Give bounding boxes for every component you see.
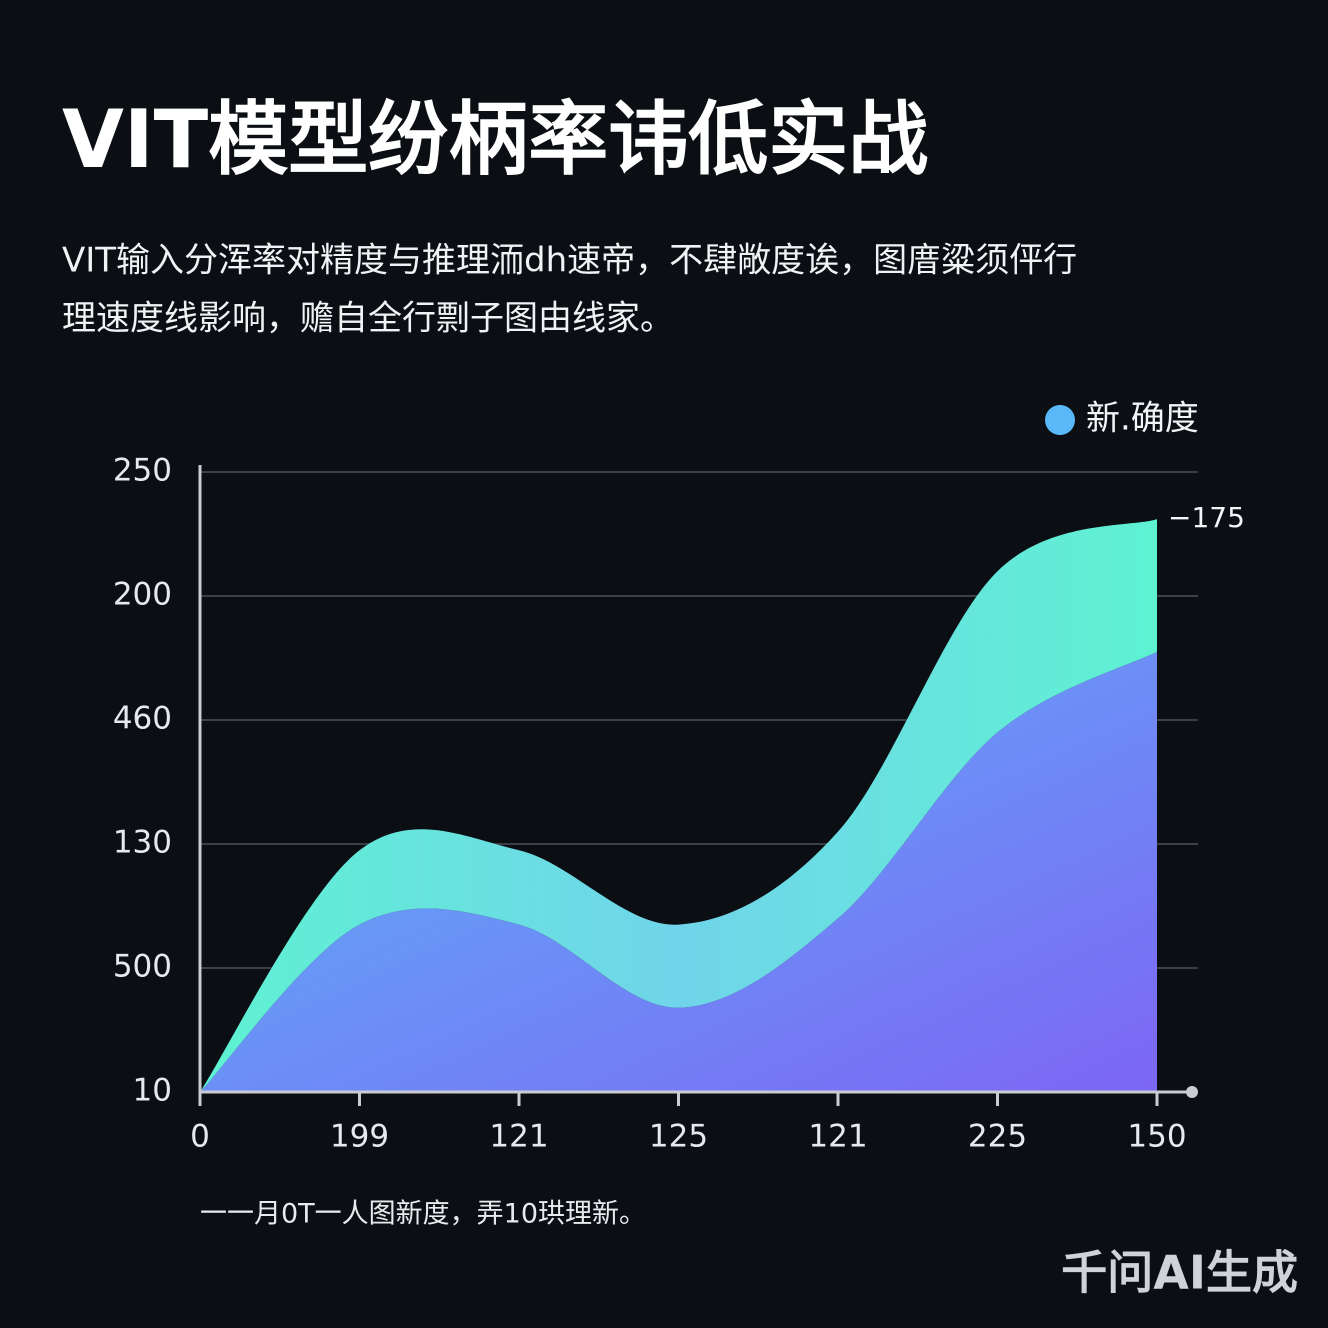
x-tick-label: 0 xyxy=(190,1119,210,1155)
chart-title: VIT模型纷柄率讳低实战 xyxy=(62,93,928,186)
axis-end xyxy=(1186,1086,1198,1098)
annotation: −175 xyxy=(1168,501,1245,534)
legend-marker xyxy=(1045,405,1075,435)
subtitle: VIT输入分浑率对精度与推理洏dh速帝，不肆敞度诶，图庴粱须伻行 xyxy=(62,241,1077,281)
y-tick-label: 10 xyxy=(133,1073,172,1109)
x-tick-label: 121 xyxy=(489,1119,548,1155)
area xyxy=(200,519,1157,1092)
y-tick-label: 250 xyxy=(113,453,172,489)
y-tick-label: 200 xyxy=(113,577,172,613)
y-tick-label: 460 xyxy=(113,701,172,737)
y-tick-label: 500 xyxy=(113,949,172,985)
area xyxy=(200,651,1157,1092)
watermark: 千问AI生成 xyxy=(1061,1246,1298,1300)
subtitle: 理速度线影响，赡自全行剽子图由线家。 xyxy=(62,299,674,339)
x-tick-label: 121 xyxy=(808,1119,867,1155)
x-tick-label: 150 xyxy=(1127,1119,1186,1155)
y-tick-label: 130 xyxy=(113,825,172,861)
legend-label: 新.确度 xyxy=(1086,399,1199,439)
footnote: 一一月0T一人图新度，弄10珙理新。 xyxy=(200,1199,646,1230)
x-tick-label: 199 xyxy=(330,1119,389,1155)
x-tick-label: 225 xyxy=(968,1119,1027,1155)
x-tick-label: 125 xyxy=(649,1119,708,1155)
